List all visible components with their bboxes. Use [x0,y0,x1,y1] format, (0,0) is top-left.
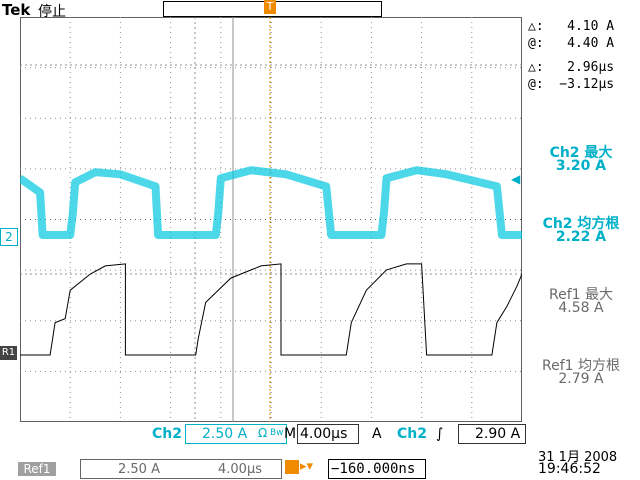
status-trigger-level: 2.90 A [475,426,521,442]
ref1-ground-marker[interactable]: R1 [0,346,17,360]
time-label: 19:46:52 [538,461,601,477]
brand-logo: Tek [2,1,31,19]
ref1-waveform [20,263,522,356]
measurement-ref1-max-value: 4.58 A [558,300,604,316]
measurement-ch2-rms-value: 2.22 A [555,229,607,245]
ref1-tag[interactable]: Ref1 [18,462,56,476]
ch2-ground-marker[interactable]: 2 [0,228,18,246]
status-channel-scale: 2.50 A [202,426,248,442]
horizontal-position-box[interactable] [328,459,426,479]
run-state-label: 停止 [38,4,66,20]
measurement-ch2-max-label: Ch2 最大 [549,145,613,161]
trigger-slope-icon: ∫ [436,426,444,442]
cursor-amplitude-delta: △: 4.10 A [528,19,615,34]
trigger-mode: A [372,426,382,442]
measurement-ch2-max-value: 3.20 A [555,158,607,174]
measurement-ref1-rms-label: Ref1 均方根 [542,358,620,374]
trigger-position-icon [285,460,299,474]
ref1-info-box [80,459,282,479]
ch2-waveform [20,166,522,239]
measurement-ch2-rms-label: Ch2 均方根 [542,216,620,232]
horizontal-position: −160.000ns [331,461,416,477]
trigger-level-arrow-icon: ◀ [511,172,521,186]
cursor-amplitude-position: @: 4.40 A [528,36,615,51]
trigger-source: Ch2 [397,426,427,442]
timebase-box[interactable] [297,424,359,444]
measurement-ref1-rms-value: 2.79 A [558,371,604,387]
channel-units-icon: Ω [258,426,268,440]
bandwidth-limit-icon: Bw [270,428,284,438]
timebase-prefix: M [284,426,297,442]
status-channel-name: Ch2 [152,426,182,442]
waveform-graticule [20,17,522,422]
trigger-level-box[interactable] [458,424,526,444]
trigger-position-marker: T [264,0,276,14]
measurement-ref1-max-label: Ref1 最大 [549,287,613,303]
date-label: 31 1月 2008 [538,450,618,465]
ref1-timebase: 4.00µs [218,462,262,477]
cursor-time-position: @: −3.12µs [528,77,615,92]
cursor-time-delta: △: 2.96µs [528,60,615,75]
channel-scale-box[interactable] [185,424,287,444]
arrow-right-icon: ▸▾ [300,459,314,474]
ref1-scale: 2.50 A [118,462,160,477]
status-timebase: 4.00µs [300,426,348,442]
